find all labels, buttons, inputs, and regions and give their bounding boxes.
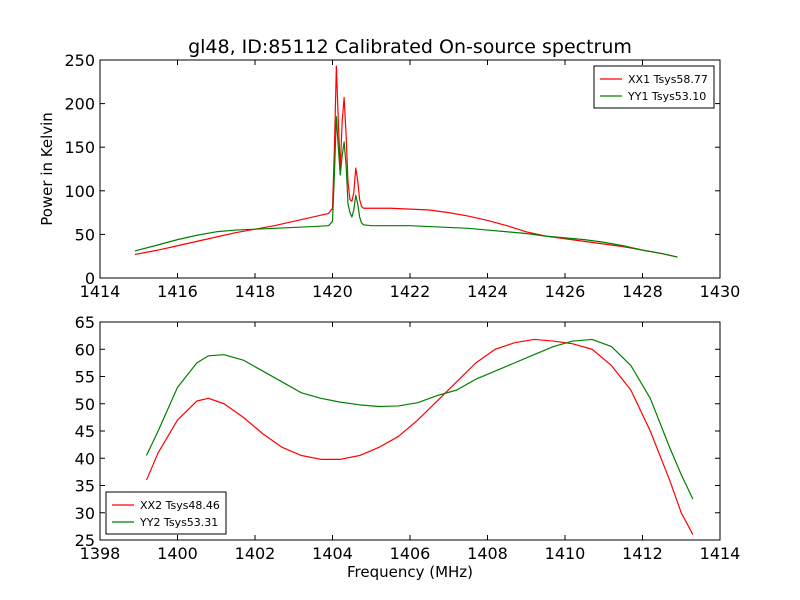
x-tick-label: 1398 bbox=[80, 544, 121, 563]
x-tick-label: 1414 bbox=[700, 544, 741, 563]
x-tick-label: 1404 bbox=[312, 544, 353, 563]
y-tick-label: 60 bbox=[75, 340, 95, 359]
legend-entry: YY2 Tsys53.31 bbox=[139, 516, 218, 529]
y-tick-label: 150 bbox=[64, 138, 95, 157]
x-tick-label: 1406 bbox=[390, 544, 431, 563]
chart-panel-1: 1414 1416 1418 1420 1422 1424 1426 1428 1430 0 50 1… bbox=[38, 51, 740, 301]
legend-entry: XX2 Tsys48.46 bbox=[140, 499, 220, 512]
y-tick-label: 0 bbox=[85, 269, 95, 288]
x-tick-label: 1412 bbox=[622, 544, 663, 563]
y-tick-label: 45 bbox=[75, 422, 95, 441]
y-tick-label: 50 bbox=[75, 225, 95, 244]
x-tick-label: 1422 bbox=[390, 282, 431, 301]
series-line-2 bbox=[134, 116, 678, 258]
legend: XX1 Tsys58.77 YY1 Tsys53.10 bbox=[593, 65, 715, 109]
x-tick-label: 1420 bbox=[312, 282, 353, 301]
figure-title: gl48, ID:85112 Calibrated On-source spec… bbox=[188, 36, 632, 58]
x-tick-label: 1410 bbox=[545, 544, 586, 563]
y-axis-label: Power in Kelvin bbox=[38, 112, 56, 226]
chart-panel-2: 1398 1400 1402 1404 1406 1408 1410 1412 1414 25 30… bbox=[75, 313, 741, 581]
x-tick-label: 1418 bbox=[235, 282, 276, 301]
x-tick-label: 1430 bbox=[700, 282, 741, 301]
x-axis-label: Frequency (MHz) bbox=[347, 563, 473, 581]
x-tick-label: 1428 bbox=[622, 282, 663, 301]
y-tick-label: 65 bbox=[75, 313, 95, 332]
y-tick-label: 100 bbox=[64, 182, 95, 201]
x-tick-label: 1416 bbox=[157, 282, 198, 301]
y-tick-label: 55 bbox=[75, 368, 95, 387]
legend-entry: XX1 Tsys58.77 bbox=[628, 73, 708, 86]
x-tick-label: 1426 bbox=[545, 282, 586, 301]
y-tick-label: 35 bbox=[75, 477, 95, 496]
legend: XX2 Tsys48.46 YY2 Tsys53.31 bbox=[105, 491, 227, 535]
x-tick-label: 1424 bbox=[467, 282, 508, 301]
x-tick-label: 1400 bbox=[157, 544, 198, 563]
y-tick-label: 250 bbox=[64, 51, 95, 70]
y-tick-label: 40 bbox=[75, 449, 95, 468]
y-tick-label: 25 bbox=[75, 531, 95, 550]
x-tick-label: 1402 bbox=[235, 544, 276, 563]
y-tick-label: 50 bbox=[75, 395, 95, 414]
legend-box bbox=[593, 65, 715, 109]
x-tick-label: 1414 bbox=[80, 282, 121, 301]
x-tick-label: 1408 bbox=[467, 544, 508, 563]
legend-box bbox=[105, 491, 227, 535]
series-line-2 bbox=[145, 338, 694, 500]
series-line-1 bbox=[145, 338, 694, 535]
y-tick-label: 30 bbox=[75, 504, 95, 523]
y-tick-label: 200 bbox=[64, 95, 95, 114]
legend-entry: YY1 Tsys53.10 bbox=[627, 90, 706, 103]
